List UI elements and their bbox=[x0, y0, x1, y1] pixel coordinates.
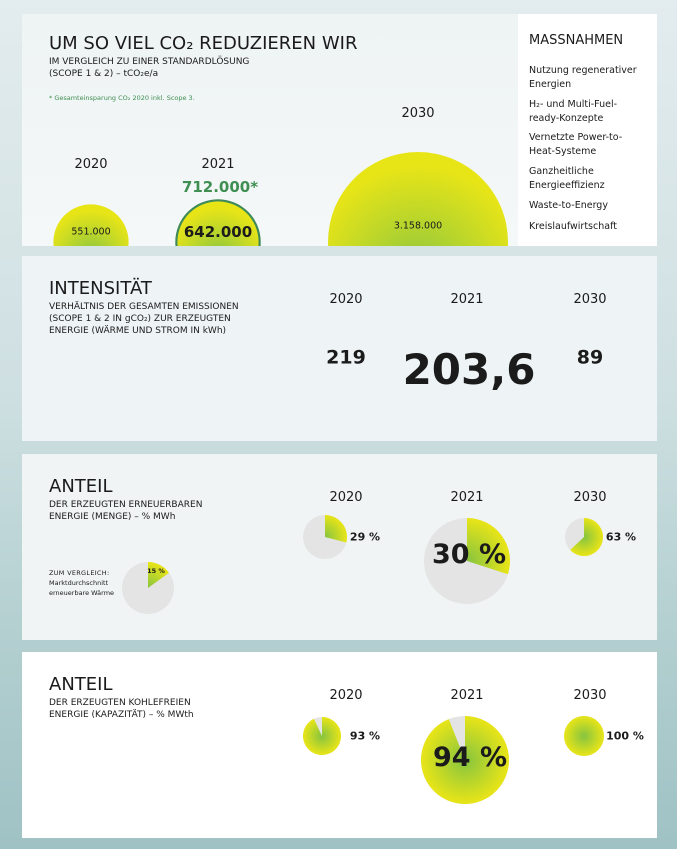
panel-title: INTENSITÄT bbox=[49, 278, 152, 299]
panel-subtitle: ENERGIE (WÄRME UND STROM IN kWh) bbox=[49, 326, 227, 336]
pie-label: 100 % bbox=[606, 729, 644, 743]
year-label: 2020 bbox=[74, 157, 108, 173]
measures-panel bbox=[518, 14, 657, 246]
year-label: 2020 bbox=[329, 490, 363, 506]
panel-title: ANTEIL bbox=[49, 674, 113, 695]
intensity-value: 203,6 bbox=[402, 344, 536, 394]
bubble bbox=[53, 204, 129, 246]
panel-title: ANTEIL bbox=[49, 476, 113, 497]
intensity-value: 89 bbox=[576, 346, 604, 369]
pie-slice bbox=[467, 518, 510, 575]
pie-slice bbox=[325, 515, 347, 543]
pie-slice bbox=[564, 716, 604, 756]
bubble bbox=[328, 152, 508, 246]
year-label: 2020 bbox=[329, 292, 363, 308]
pie-label: 93 % bbox=[349, 729, 381, 743]
measure-item: H₂- und Multi-Fuel-ready-Konzepte bbox=[529, 99, 618, 124]
pie-label: 63 % bbox=[605, 530, 637, 544]
measure-item: Waste-to-Energy bbox=[529, 200, 608, 211]
panel-subtitle: (SCOPE 1 & 2) – tCO₂e/a bbox=[49, 69, 159, 79]
bubble-group bbox=[53, 152, 508, 246]
footnote: * Gesamteinsparung CO₂ 2020 inkl. Scope … bbox=[49, 94, 195, 102]
measure-item: Vernetzte Power-to-Heat-Systeme bbox=[529, 132, 623, 157]
panel-subtitle: IM VERGLEICH ZU EINER STANDARDLÖSUNG bbox=[49, 57, 250, 67]
total-label: 712.000* bbox=[181, 178, 259, 196]
panel-subtitle: DER ERZEUGTEN KOHLEFREIEN bbox=[49, 698, 191, 708]
bubble-label: 551.000 bbox=[71, 226, 111, 238]
measure-item: Ganzheitliche Energieeffizienz bbox=[529, 166, 605, 191]
pie-slice bbox=[302, 717, 341, 755]
comparison-caption: Marktdurchschnitt bbox=[49, 579, 109, 587]
year-label: 2030 bbox=[573, 292, 607, 308]
year-label: 2021 bbox=[450, 688, 484, 704]
year-label: 2030 bbox=[401, 106, 435, 122]
pie-label: 94 % bbox=[432, 741, 508, 773]
panel-subtitle: DER ERZEUGTEN ERNEUERBAREN bbox=[49, 500, 203, 510]
pie-label: 30 % bbox=[431, 538, 507, 570]
intensity-value: 219 bbox=[326, 346, 366, 369]
panel-subtitle: (SCOPE 1 & 2 IN gCO₂) ZUR ERZEUGTEN bbox=[49, 314, 231, 324]
measure-item: Nutzung regenerativer Energien bbox=[529, 65, 637, 90]
year-label: 2020 bbox=[329, 688, 363, 704]
year-label: 2030 bbox=[573, 490, 607, 506]
panel-subtitle: ENERGIE (KAPAZITÄT) – % MWth bbox=[49, 710, 194, 720]
year-label: 2021 bbox=[201, 157, 235, 173]
coalfree-panel bbox=[22, 652, 657, 838]
comparison-label: 15 % bbox=[147, 567, 165, 576]
panel-subtitle: VERHÄLTNIS DER GESAMTEN EMISSIONEN bbox=[49, 302, 239, 312]
pie-slice bbox=[570, 518, 603, 557]
bubble-label: 3.158.000 bbox=[393, 220, 443, 232]
year-label: 2021 bbox=[450, 292, 484, 308]
comparison-caption: erneuerbare Wärme bbox=[49, 589, 115, 597]
pie-slice bbox=[420, 716, 509, 804]
bubble-label: 642.000 bbox=[183, 223, 253, 241]
measure-item: Kreislaufwirtschaft bbox=[529, 221, 617, 232]
comparison-caption: ZUM VERGLEICH: bbox=[49, 569, 110, 577]
panel-title: UM SO VIEL CO₂ REDUZIEREN WIR bbox=[49, 33, 358, 54]
measures-title: MASSNAHMEN bbox=[529, 33, 624, 48]
pie-slice bbox=[148, 562, 170, 588]
bubble bbox=[177, 201, 259, 246]
panel-subtitle: ENERGIE (MENGE) – % MWh bbox=[49, 512, 176, 522]
intensity-panel bbox=[22, 256, 657, 441]
year-label: 2030 bbox=[573, 688, 607, 704]
year-label: 2021 bbox=[450, 490, 484, 506]
pie-label: 29 % bbox=[349, 530, 381, 544]
